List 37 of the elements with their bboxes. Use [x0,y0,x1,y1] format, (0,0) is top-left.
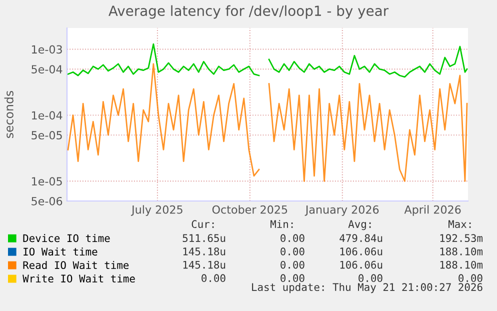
text: 0.00 [458,274,482,282]
x-tick-label: October 2025 [212,205,288,214]
legend-label: Device IO time [23,234,110,242]
chart-title: Average latency for /dev/loop1 - by year [108,5,389,19]
text: 0.00 [280,260,304,269]
text: 0.00 [280,248,304,256]
x-tick-label: January 2026 [304,205,379,216]
text: 145.18u [183,248,226,256]
text: Max: [448,220,471,228]
text: 145.18u [183,260,226,269]
y-tick-label: 5e-06 [32,196,62,206]
text: 479.84u [340,234,382,242]
y-axis-title: seconds [4,90,14,138]
text: Cur: [192,220,214,228]
text: 188.10m [440,260,483,269]
text: 0.00 [280,234,304,242]
text: Last update: Thu May 21 21:00:27 2026 [252,282,482,294]
text: 0.00 [202,274,226,282]
text: 0.00 [358,274,382,282]
y-tick-label: 1e-05 [32,177,62,186]
text: 106.06u [340,260,382,269]
y-tick-label: 5e-05 [32,131,62,140]
text: Avg: [348,220,371,230]
y-tick-label: 5e-04 [32,65,62,74]
y-tick-label: 1e-03 [32,45,62,54]
y-tick-label: 1e-04 [32,111,62,120]
text: 0.00 [280,274,304,282]
text: Min: [270,220,293,228]
text: 511.65u [182,234,226,242]
x-tick-label: July 2025 [130,205,182,216]
text: 106.06u [340,248,382,256]
legend-label: IO Wait time [24,248,98,256]
text: 192.53m [440,234,483,242]
x-tick-label: April 2026 [404,205,461,216]
legend-label: Write IO Wait time [22,274,135,283]
text: 188.10m [440,248,483,256]
legend-label: Read IO Wait time [23,260,129,270]
